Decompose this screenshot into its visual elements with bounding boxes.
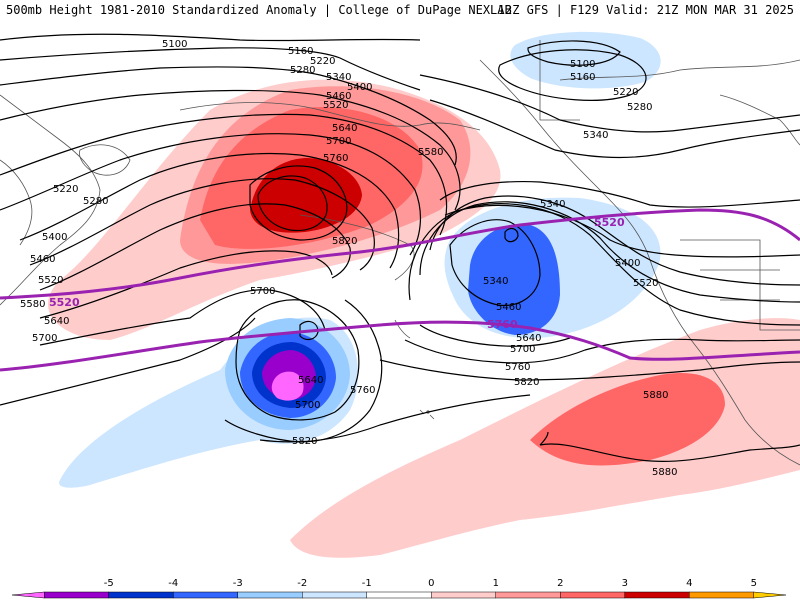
highlight-contour-label: 5520 (594, 216, 625, 229)
contour-label: 5640 (44, 316, 69, 327)
anomaly-map: 5100 5100 5160 5160 5220 5220 5220 5280 … (0, 20, 800, 576)
colorbar-segment (560, 591, 625, 599)
contour-label: 5640 (516, 333, 541, 344)
contour-label: 5700 (510, 344, 535, 355)
colorbar-segments (11, 591, 787, 599)
contour-label: 5460 (326, 91, 351, 102)
contour-label: 5340 (540, 199, 565, 210)
colorbar-tick-label: -1 (362, 578, 372, 589)
contour-label: 5520 (633, 278, 658, 289)
anomaly-colorbar: -5 -4 -3 -2 -1 0 1 2 3 4 5 (11, 578, 787, 599)
contour-label: 5280 (290, 65, 315, 76)
map-header: 500mb Height 1981-2010 Standardized Anom… (0, 0, 800, 20)
height-contours (0, 33, 800, 462)
contour-label: 5520 (323, 100, 348, 111)
colorbar-segment (237, 591, 303, 599)
colorbar-segment (689, 591, 754, 599)
contour-label: 5220 (53, 184, 78, 195)
contour-label: 5460 (496, 302, 521, 313)
colorbar-tick-label: 4 (686, 578, 692, 589)
contour-label: 5220 (310, 56, 335, 67)
contour-label: 5700 (32, 333, 57, 344)
colorbar-tick-label: -4 (168, 578, 178, 589)
colorbar-tick-label: -2 (297, 578, 307, 589)
colorbar-segment (108, 591, 174, 599)
colorbar-segment (173, 591, 238, 599)
contour-label: 5160 (570, 72, 595, 83)
contour-label: 5280 (83, 196, 108, 207)
colorbar-segment (431, 591, 496, 599)
contour-label: 5700 (250, 286, 275, 297)
contour-label: 5400 (42, 232, 67, 243)
highlight-contour-label: 5520 (49, 296, 80, 309)
colorbar-segment (366, 591, 432, 599)
contour-label: 5160 (288, 46, 313, 57)
contour-label: 5820 (292, 436, 317, 447)
contour-label: 5220 (613, 87, 638, 98)
contour-label: 5340 (483, 276, 508, 287)
contour-label: 5700 (326, 136, 351, 147)
colorbar-segment (302, 591, 367, 599)
contour-label: 5340 (583, 130, 608, 141)
colorbar-tick-label: 2 (557, 578, 563, 589)
colorbar-tick-label: 5 (751, 578, 757, 589)
contour-label: 5640 (332, 123, 357, 134)
colorbar-arrow-low (11, 591, 45, 599)
colorbar-tick-label: 0 (428, 578, 434, 589)
map-title: 500mb Height 1981-2010 Standardized Anom… (6, 3, 512, 17)
contour-label: 5340 (326, 72, 351, 83)
contour-label: 5520 (38, 275, 63, 286)
contour-label: 5100 (162, 39, 187, 50)
contour-label: 5880 (643, 390, 668, 401)
contour-label: 5580 (418, 147, 443, 158)
contour-label: 5640 (298, 375, 323, 386)
contour-label: 5100 (570, 59, 595, 70)
colorbar-tick-label: -5 (104, 578, 114, 589)
highlight-contour-label: 5760 (487, 318, 518, 331)
contour-label: 5400 (347, 82, 372, 93)
contour-label: 5460 (30, 254, 55, 265)
colorbar-segment (44, 591, 109, 599)
contour-label: 5760 (505, 362, 530, 373)
negative-anomaly-shading (59, 31, 661, 488)
colorbar-labels: -5 -4 -3 -2 -1 0 1 2 3 4 5 (104, 578, 757, 589)
contour-label: 5760 (323, 153, 348, 164)
contour-label: 5280 (627, 102, 652, 113)
contour-label: 5820 (332, 236, 357, 247)
contour-label: 5760 (350, 385, 375, 396)
colorbar-tick-label: 3 (622, 578, 628, 589)
contour-label: 5820 (514, 377, 539, 388)
colorbar-tick-label: -3 (233, 578, 243, 589)
run-valid-time: 12Z GFS | F129 Valid: 21Z MON MAR 31 202… (497, 3, 794, 17)
contour-label: 5580 (20, 299, 45, 310)
contour-labels: 5100 5100 5160 5160 5220 5220 5220 5280 … (20, 39, 677, 478)
colorbar-segment (624, 591, 690, 599)
colorbar-segment (495, 591, 561, 599)
highlight-contours (0, 208, 800, 372)
contour-label: 5880 (652, 467, 677, 478)
contour-label: 5400 (615, 258, 640, 269)
colorbar-tick-label: 1 (493, 578, 499, 589)
contour-label: 5700 (295, 400, 320, 411)
colorbar-arrow-high (753, 591, 787, 599)
